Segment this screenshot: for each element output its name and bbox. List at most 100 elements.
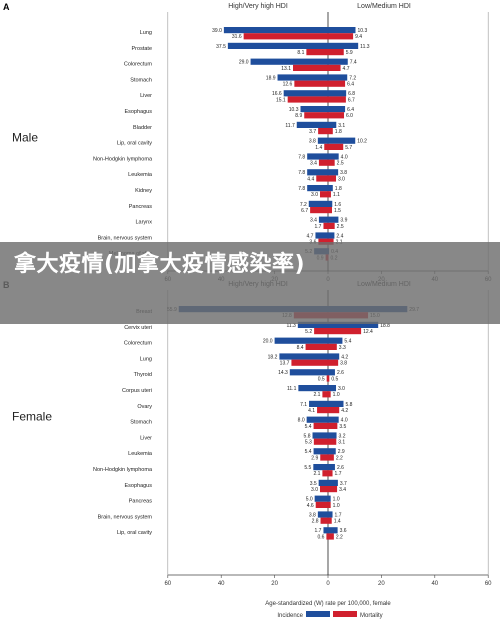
value-label: 18.9 xyxy=(266,75,276,81)
bar-incidence-low-hdi xyxy=(328,200,333,207)
value-label: 5.8 xyxy=(304,433,311,439)
value-label: 1.7 xyxy=(335,512,342,518)
bar-incidence-high-hdi xyxy=(315,232,328,239)
bar-incidence-high-hdi xyxy=(277,74,328,81)
value-label: 1.7 xyxy=(315,224,322,230)
value-label: 3.7 xyxy=(340,481,347,487)
bar-mortality-high-hdi xyxy=(313,422,328,429)
value-label: 4.1 xyxy=(308,408,315,414)
value-label: 6.4 xyxy=(347,82,354,88)
value-label: 4.2 xyxy=(341,408,348,414)
value-label: 5.2 xyxy=(305,329,312,335)
value-label: 2.5 xyxy=(337,224,344,230)
bar-incidence-high-hdi xyxy=(274,337,328,344)
category-label: Stomach xyxy=(130,77,152,83)
watermark-title: 拿大疫情(加拿大疫情感染率) xyxy=(14,252,306,277)
bar-mortality-low-hdi xyxy=(328,407,340,414)
category-label: Brain, nervous system xyxy=(98,514,153,520)
bar-incidence-high-hdi xyxy=(317,137,328,144)
bar-mortality-low-hdi xyxy=(328,175,337,182)
bar-incidence-low-hdi xyxy=(328,369,335,376)
bar-mortality-high-hdi xyxy=(305,343,328,350)
value-label: 1.4 xyxy=(334,519,341,525)
bar-incidence-low-hdi xyxy=(328,511,333,518)
value-label: 3.1 xyxy=(338,440,345,446)
value-label: 11.7 xyxy=(285,123,295,129)
bar-incidence-low-hdi xyxy=(328,432,337,439)
bar-mortality-low-hdi xyxy=(328,33,354,40)
bar-incidence-low-hdi xyxy=(328,464,335,471)
value-label: 18.2 xyxy=(268,354,278,360)
bar-incidence-low-hdi xyxy=(328,416,339,423)
value-label: 37.5 xyxy=(216,44,226,50)
panel-label: A xyxy=(3,2,10,12)
value-label: 7.2 xyxy=(349,75,356,81)
bar-incidence-high-hdi xyxy=(318,479,328,486)
value-label: 5.4 xyxy=(305,424,312,430)
category-label: Colorectum xyxy=(124,341,153,347)
category-label: Colorectum xyxy=(124,62,153,68)
category-label: Pancreas xyxy=(129,499,152,505)
x-tick-label: 60 xyxy=(164,581,171,587)
left-header: High/Very high HDI xyxy=(228,3,288,10)
value-label: 5.4 xyxy=(305,449,312,455)
value-label: 8.0 xyxy=(298,418,305,424)
value-label: 7.8 xyxy=(298,170,305,176)
bar-mortality-low-hdi xyxy=(328,222,335,229)
bar-mortality-low-hdi xyxy=(328,112,345,119)
value-label: 3.4 xyxy=(310,161,317,167)
value-label: 6.7 xyxy=(301,208,308,214)
value-label: 7.2 xyxy=(300,202,307,208)
value-label: 8.9 xyxy=(295,113,302,119)
right-header: Low/Medium HDI xyxy=(357,3,411,10)
value-label: 18.8 xyxy=(380,323,390,329)
value-label: 5.3 xyxy=(305,440,312,446)
value-label: 1.7 xyxy=(335,471,342,477)
category-label: Non-Hodgkin lymphoma xyxy=(93,156,153,162)
value-label: 3.5 xyxy=(339,424,346,430)
bar-mortality-low-hdi xyxy=(328,533,334,540)
bar-mortality-low-hdi xyxy=(328,470,333,477)
x-tick-label: 20 xyxy=(271,581,278,587)
category-label: Ovary xyxy=(137,404,152,410)
value-label: 0.5 xyxy=(318,376,325,382)
value-label: 5.0 xyxy=(306,497,313,503)
bar-mortality-low-hdi xyxy=(328,517,332,524)
category-label: Liver xyxy=(140,435,152,441)
bar-incidence-low-hdi xyxy=(328,321,379,328)
bar-incidence-low-hdi xyxy=(328,385,337,392)
value-label: 7.1 xyxy=(300,402,307,408)
value-label: 1.1 xyxy=(333,192,340,198)
value-label: 10.3 xyxy=(289,107,299,113)
value-label: 4.6 xyxy=(307,503,314,509)
category-label: Esophagus xyxy=(124,109,152,115)
value-label: 1.4 xyxy=(315,145,322,151)
legend-swatch-mortality xyxy=(333,611,357,617)
value-label: 31.6 xyxy=(232,34,242,40)
category-label: Esophagus xyxy=(124,483,152,489)
bar-mortality-high-hdi xyxy=(306,49,328,56)
bar-mortality-low-hdi xyxy=(328,328,362,335)
category-label: Non-Hodgkin lymphoma xyxy=(93,467,153,473)
value-label: 39.0 xyxy=(212,28,222,34)
value-label: 0.5 xyxy=(331,376,338,382)
bar-mortality-high-hdi xyxy=(326,533,328,540)
bar-mortality-high-hdi xyxy=(320,517,328,524)
bar-mortality-high-hdi xyxy=(294,80,328,87)
category-label: Lung xyxy=(140,356,152,362)
value-label: 2.2 xyxy=(336,455,343,461)
value-label: 3.0 xyxy=(311,192,318,198)
bar-mortality-low-hdi xyxy=(328,238,334,245)
value-label: 5.7 xyxy=(345,145,352,151)
bar-incidence-low-hdi xyxy=(328,185,333,192)
bar-incidence-high-hdi xyxy=(296,121,328,128)
bar-incidence-high-hdi xyxy=(307,185,328,192)
bar-mortality-low-hdi xyxy=(328,64,341,71)
value-label: 3.2 xyxy=(339,433,346,439)
bar-mortality-low-hdi xyxy=(328,96,346,103)
bar-mortality-high-hdi xyxy=(310,207,328,214)
value-label: 6.7 xyxy=(348,97,355,103)
category-label: Leukemia xyxy=(128,172,153,178)
value-label: 4.7 xyxy=(343,66,350,72)
bar-incidence-high-hdi xyxy=(223,27,328,34)
